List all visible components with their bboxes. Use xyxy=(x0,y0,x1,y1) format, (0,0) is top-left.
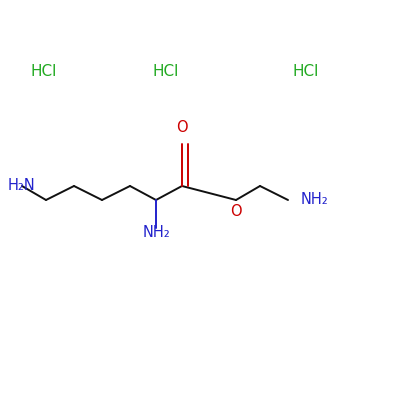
Text: HCl: HCl xyxy=(30,64,56,80)
Text: HCl: HCl xyxy=(152,64,178,80)
Text: NH₂: NH₂ xyxy=(301,192,328,208)
Text: H₂N: H₂N xyxy=(7,178,35,194)
Text: O: O xyxy=(230,204,242,219)
Text: O: O xyxy=(176,120,188,135)
Text: NH₂: NH₂ xyxy=(142,225,170,240)
Text: HCl: HCl xyxy=(292,64,318,80)
